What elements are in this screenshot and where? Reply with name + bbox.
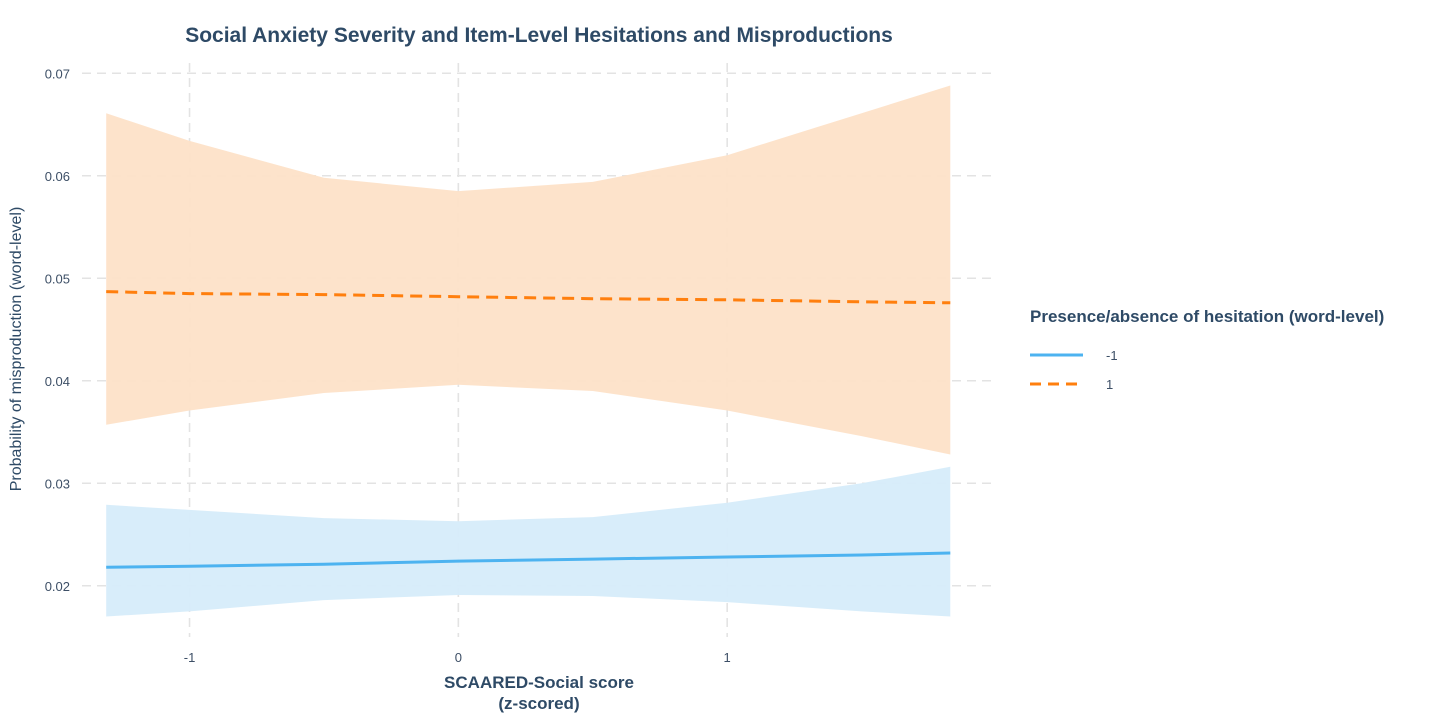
series-lines: [106, 290, 951, 569]
legend-label-pos: 1: [1106, 377, 1113, 392]
confidence-bands: [106, 85, 951, 617]
y-tick-label: 0.02: [45, 579, 70, 594]
y-axis-title: Probability of misproduction (word-level…: [8, 207, 25, 492]
series-line-neg: [106, 551, 951, 569]
x-tick-label: -1: [184, 650, 196, 665]
x-axis-ticks: -1 0 1: [184, 650, 731, 665]
confidence-band-series-neg: [106, 466, 951, 617]
y-axis-ticks: 0.02 0.03 0.04 0.05 0.06 0.07: [45, 66, 70, 594]
x-tick-label: 1: [724, 650, 731, 665]
legend-title: Presence/absence of hesitation (word-lev…: [1030, 307, 1384, 326]
x-axis-title: SCAARED-Social score: [444, 673, 634, 692]
y-tick-label: 0.06: [45, 169, 70, 184]
x-axis-title-subtitle: (z-scored): [498, 694, 579, 713]
x-tick-label: 0: [455, 650, 462, 665]
y-tick-label: 0.03: [45, 476, 70, 491]
series-line-pos: [106, 290, 951, 305]
legend-label-neg: -1: [1106, 348, 1118, 363]
y-tick-label: 0.04: [45, 374, 70, 389]
confidence-band-series-pos: [106, 85, 951, 455]
chart-title: Social Anxiety Severity and Item-Level H…: [185, 24, 893, 47]
legend: Presence/absence of hesitation (word-lev…: [1030, 307, 1384, 392]
y-tick-label: 0.07: [45, 66, 70, 81]
y-tick-label: 0.05: [45, 271, 70, 286]
